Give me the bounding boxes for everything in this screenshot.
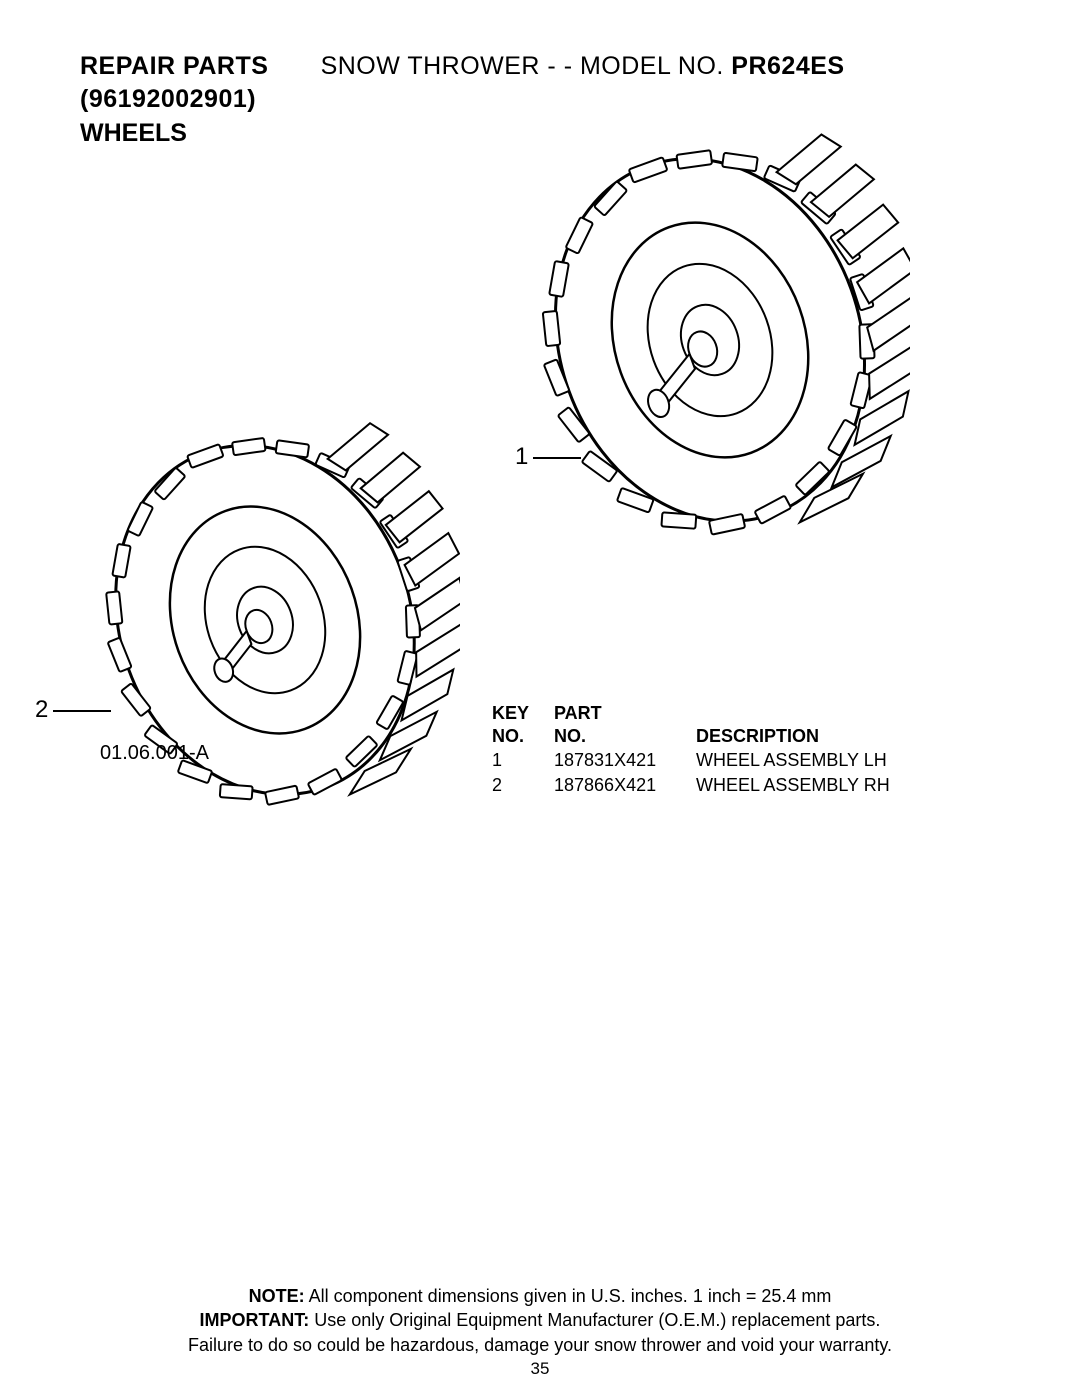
cell-desc: WHEEL ASSEMBLY RH bbox=[696, 774, 956, 797]
col-header-part: PARTNO. bbox=[554, 702, 694, 747]
model-paren: (96192002901) bbox=[80, 85, 256, 113]
important-text: Use only Original Equipment Manufacturer… bbox=[309, 1310, 880, 1330]
callout-2-label: 2 bbox=[35, 696, 48, 724]
footer-notes: NOTE: All component dimensions given in … bbox=[0, 1284, 1080, 1357]
page-header: REPAIR PARTS SNOW THROWER - - MODEL NO. … bbox=[80, 50, 1000, 115]
drawing-code: 01.06.001-A bbox=[100, 742, 209, 765]
cell-key: 1 bbox=[492, 749, 552, 772]
cell-desc: WHEEL ASSEMBLY LH bbox=[696, 749, 956, 772]
wheel-1-drawing bbox=[510, 130, 910, 550]
table-row: 2 187866X421 WHEEL ASSEMBLY RH bbox=[492, 774, 956, 797]
repair-parts-label: REPAIR PARTS bbox=[80, 52, 268, 80]
cell-key: 2 bbox=[492, 774, 552, 797]
note-text: All component dimensions given in U.S. i… bbox=[305, 1286, 832, 1306]
note-label: NOTE: bbox=[249, 1286, 305, 1306]
parts-table: KEYNO. PARTNO. DESCRIPTION 1 187831X421 … bbox=[490, 700, 958, 798]
page-number: 35 bbox=[0, 1359, 1080, 1379]
table-row: 1 187831X421 WHEEL ASSEMBLY LH bbox=[492, 749, 956, 772]
callout-1-label: 1 bbox=[515, 443, 528, 471]
callout-2-leader bbox=[53, 710, 111, 712]
callout-1-leader bbox=[533, 457, 581, 459]
product-prefix: SNOW THROWER - - MODEL NO. bbox=[321, 52, 732, 80]
cell-part: 187831X421 bbox=[554, 749, 694, 772]
cell-part: 187866X421 bbox=[554, 774, 694, 797]
col-header-desc: DESCRIPTION bbox=[696, 702, 956, 747]
col-header-key: KEYNO. bbox=[492, 702, 552, 747]
warning-text: Failure to do so could be hazardous, dam… bbox=[0, 1333, 1080, 1357]
important-label: IMPORTANT: bbox=[200, 1310, 310, 1330]
model-number: PR624ES bbox=[731, 52, 844, 80]
